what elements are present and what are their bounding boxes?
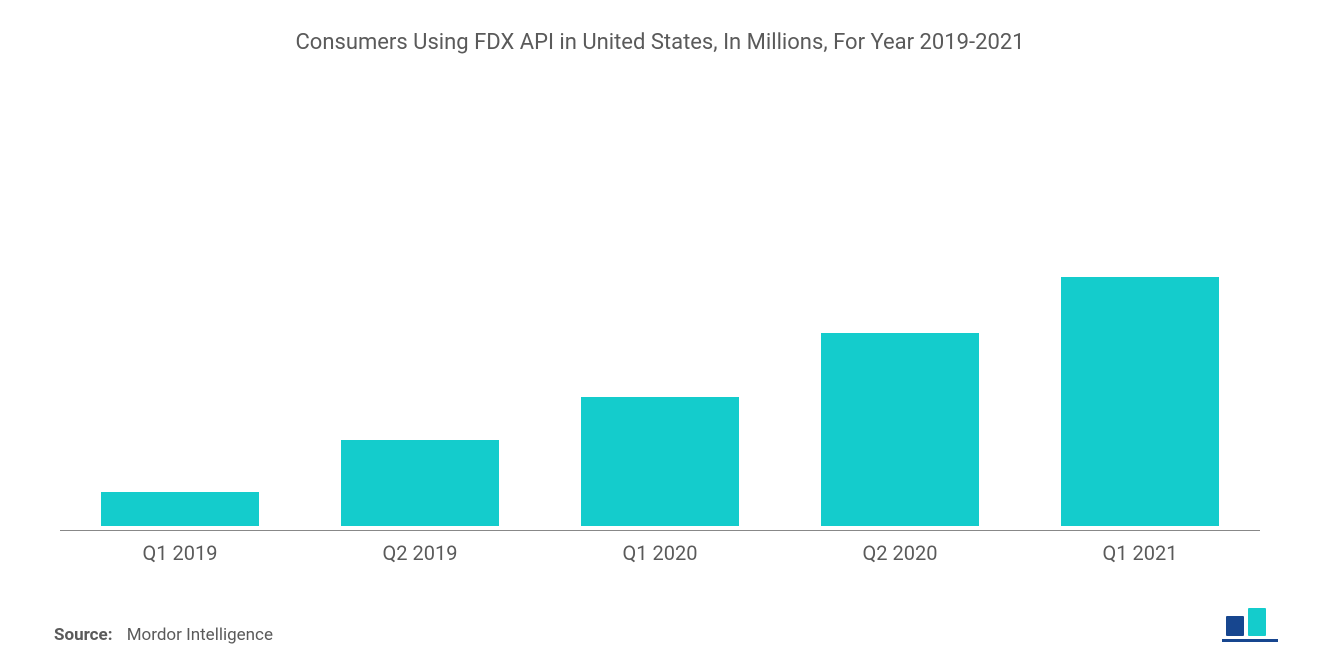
bar [821,333,979,527]
bar-wrapper [780,85,1020,526]
bar-wrapper [1020,85,1260,526]
x-axis-label: Q1 2019 [60,541,300,565]
bar [341,440,499,526]
chart-title: Consumers Using FDX API in United States… [50,30,1270,55]
bar-wrapper [300,85,540,526]
chart-container: Consumers Using FDX API in United States… [0,0,1320,665]
x-axis-label: Q2 2020 [780,541,1020,565]
x-axis-labels: Q1 2019Q2 2019Q1 2020Q2 2020Q1 2021 [50,531,1270,565]
source-attribution: Source: Mordor Intelligence [50,625,1270,645]
bar [101,492,259,526]
bar-wrapper [60,85,300,526]
source-label: Source: [54,625,112,645]
x-axis-label: Q2 2019 [300,541,540,565]
x-axis-label: Q1 2021 [1020,541,1260,565]
x-axis-label: Q1 2020 [540,541,780,565]
chart-plot-area [50,65,1270,526]
bar [1061,277,1219,526]
brand-logo-icon [1220,608,1280,643]
bar [581,397,739,526]
source-value: Mordor Intelligence [127,625,273,645]
bar-wrapper [540,85,780,526]
